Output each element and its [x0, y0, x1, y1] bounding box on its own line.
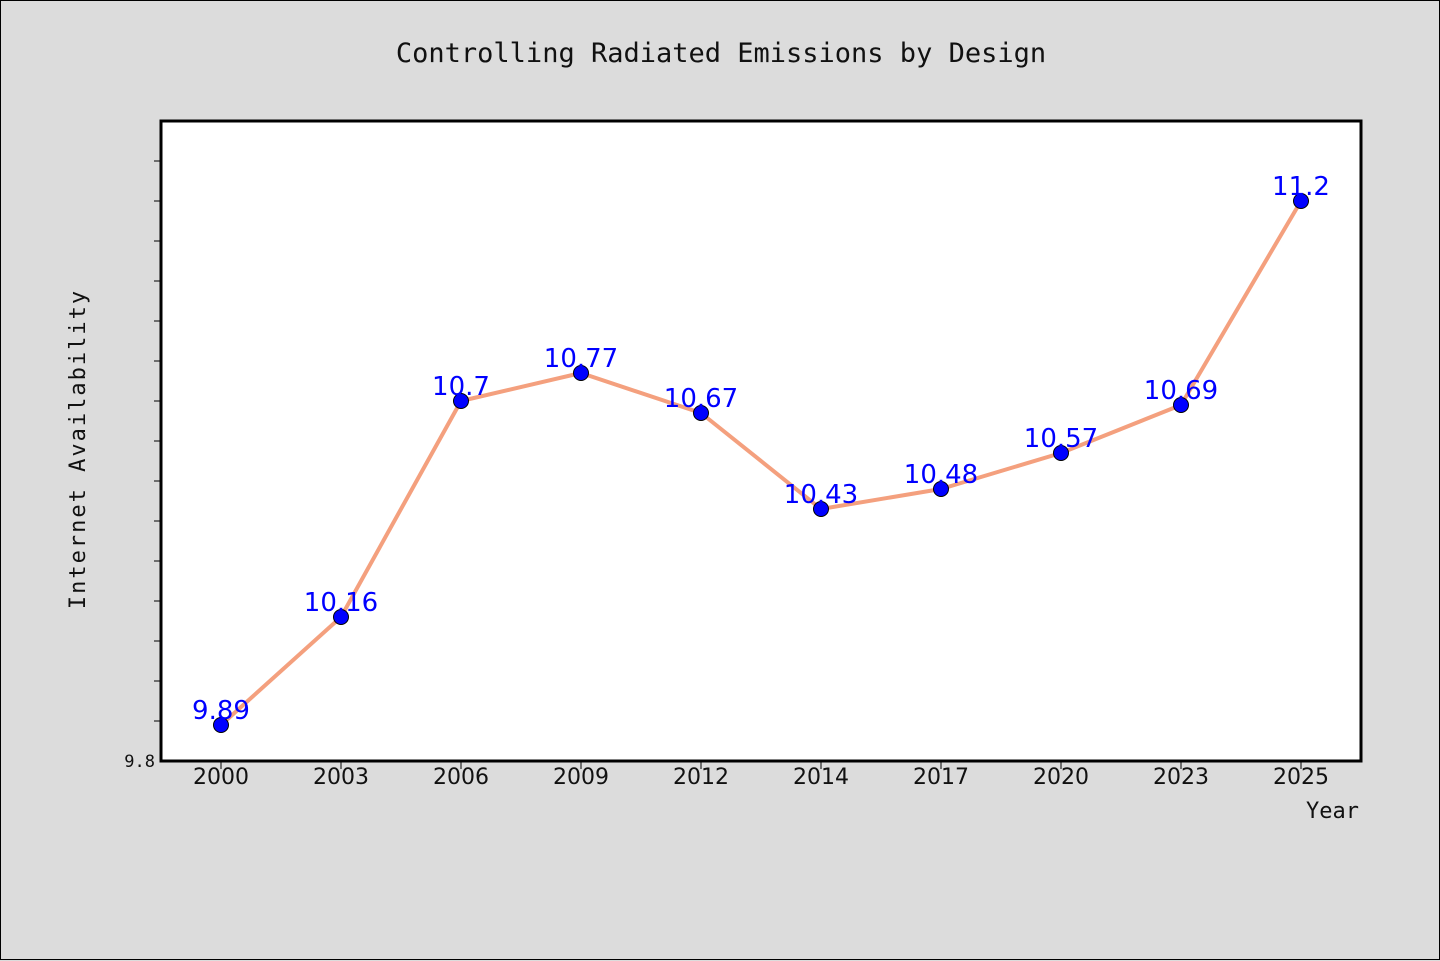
x-tick-label: 2014	[793, 765, 849, 790]
y-tick-label: 9.8	[124, 752, 155, 772]
x-tick-label: 2000	[193, 765, 249, 790]
data-point	[933, 481, 949, 497]
data-point	[1293, 193, 1309, 209]
x-tick-label: 2012	[673, 765, 729, 790]
x-tick-label: 2003	[313, 765, 369, 790]
x-axis-ticks	[220, 761, 1302, 769]
x-tick-label: 2020	[1033, 765, 1089, 790]
series-markers	[213, 193, 1309, 733]
x-axis-title: Year	[1306, 799, 1359, 824]
x-tick-label: 2023	[1153, 765, 1209, 790]
data-label: 9.89	[192, 696, 250, 726]
data-point	[1173, 397, 1189, 413]
data-point	[573, 365, 589, 381]
y-axis-tick-labels: 9.8	[124, 752, 155, 772]
data-point	[813, 501, 829, 517]
data-point	[213, 717, 229, 733]
data-label: 10.67	[664, 384, 738, 414]
data-label: 10.48	[904, 460, 978, 490]
x-tick-label: 2009	[553, 765, 609, 790]
plot-area	[159, 119, 1363, 763]
data-label: 10.7	[432, 372, 490, 402]
x-tick-label: 2006	[433, 765, 489, 790]
data-label: 10.16	[304, 588, 378, 618]
data-point	[333, 609, 349, 625]
y-axis-ticks	[154, 160, 161, 722]
data-label: 10.43	[784, 480, 858, 510]
data-point	[693, 405, 709, 421]
y-axis-title: Internet Availability	[66, 289, 91, 609]
data-point	[1053, 445, 1069, 461]
x-tick-label: 2017	[913, 765, 969, 790]
x-tick-label: 2025	[1273, 765, 1329, 790]
data-label: 10.77	[544, 344, 618, 374]
data-label: 10.69	[1144, 376, 1218, 406]
data-label: 10.57	[1024, 424, 1098, 454]
chart-title: Controlling Radiated Emissions by Design	[396, 38, 1046, 69]
x-axis-tick-labels: 2000 2003 2006 2009 2012 2014 2017 2020 2023 2025	[193, 765, 1329, 790]
data-label: 11.2	[1272, 172, 1330, 202]
data-labels: 9.89 10.16 10.7 10.77 10.67 10.43 10.48 10.57 10…	[192, 172, 1330, 726]
series-line	[219, 199, 1303, 727]
data-point	[453, 393, 469, 409]
